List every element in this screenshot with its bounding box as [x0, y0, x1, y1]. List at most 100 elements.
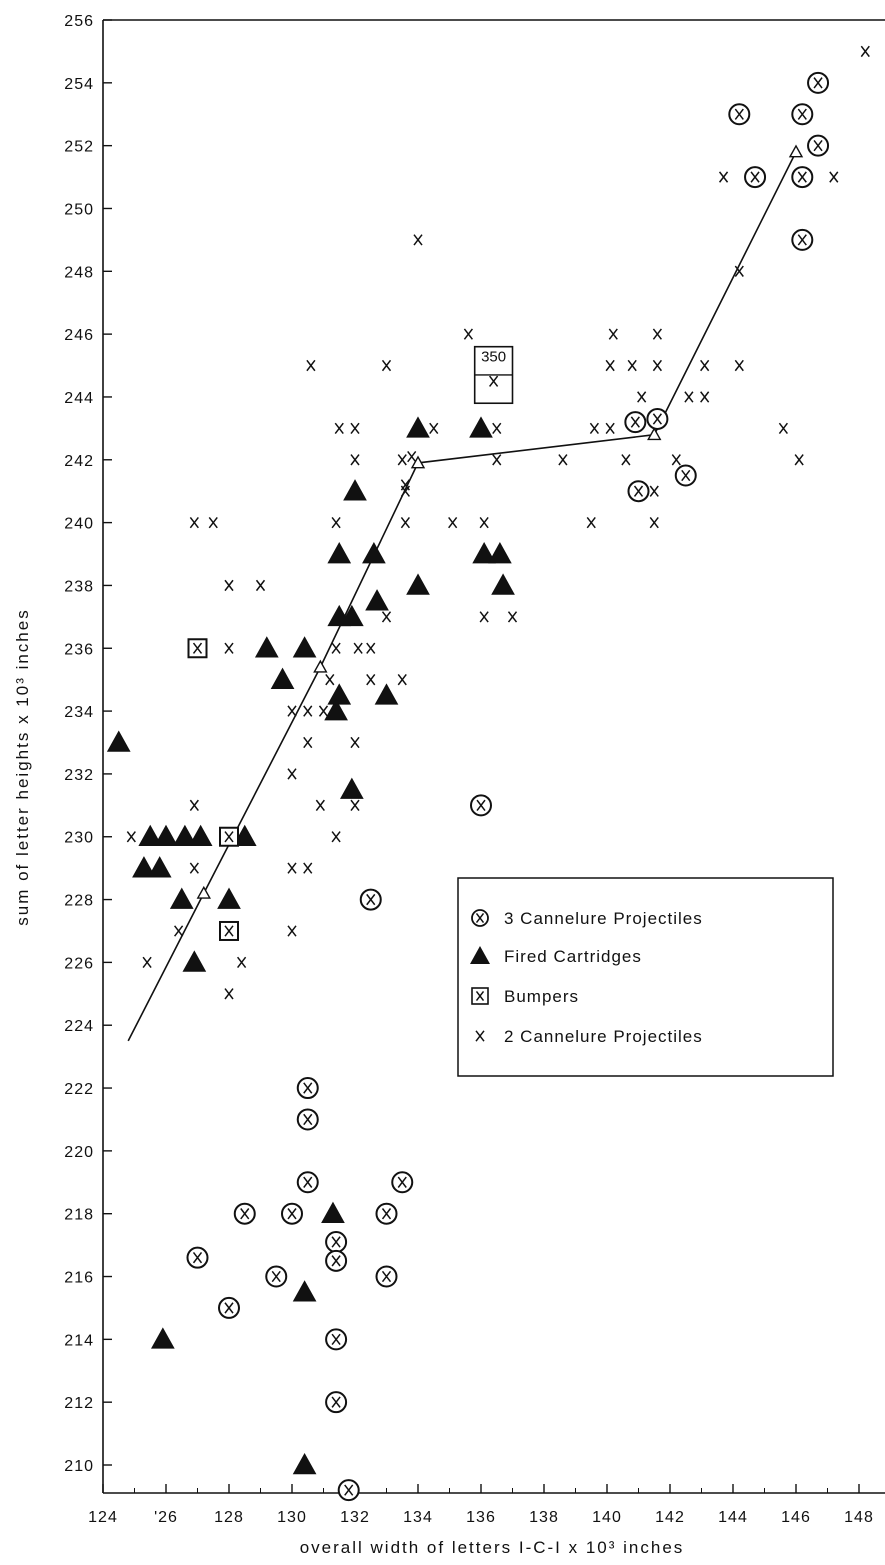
- marker-x: [331, 1396, 341, 1408]
- x-tick-label: 124: [88, 1509, 118, 1526]
- point-fired-cartridge: [343, 479, 367, 501]
- x-stroke: [621, 454, 631, 466]
- x-stroke: [492, 454, 502, 466]
- x-tick-label: 138: [529, 1509, 559, 1526]
- point-2-cannelure: [649, 485, 659, 497]
- point-3-cannelure: [728, 103, 751, 126]
- x-stroke: [255, 579, 266, 592]
- x-stroke: [331, 642, 341, 654]
- x-stroke: [318, 705, 329, 717]
- x-stroke: [829, 171, 839, 183]
- marker-x: [633, 485, 644, 497]
- x-stroke: [778, 422, 788, 435]
- point-2-cannelure: [287, 768, 297, 780]
- x-stroke: [334, 422, 344, 435]
- marker-x: [797, 171, 807, 183]
- marker-x: [192, 1252, 203, 1264]
- point-fired-cartridge: [327, 683, 352, 705]
- point-2-cannelure: [649, 516, 659, 529]
- x-stroke: [189, 862, 199, 874]
- marker-x: [734, 108, 744, 120]
- y-tick-label: 214: [64, 1332, 94, 1349]
- point-3-cannelure: [233, 1202, 256, 1225]
- x-stroke: [627, 359, 637, 372]
- point-2-cannelure: [381, 611, 392, 623]
- point-3-cannelure: [186, 1246, 209, 1269]
- point-fired-cartridge: [472, 541, 496, 564]
- x-stroke: [142, 956, 152, 969]
- x-stroke: [192, 1252, 203, 1264]
- point-3-cannelure: [296, 1077, 319, 1100]
- fit-vertex-marker: [196, 885, 211, 899]
- x-stroke: [397, 674, 407, 686]
- x-stroke: [303, 1082, 313, 1094]
- point-fired-cartridge: [232, 824, 257, 847]
- legend-frame: [457, 877, 834, 1077]
- point-3-cannelure: [646, 407, 669, 430]
- x-stroke: [287, 1208, 297, 1220]
- x-stroke: [397, 454, 407, 466]
- point-2-cannelure: [255, 579, 266, 592]
- y-tick-label: 222: [64, 1081, 94, 1098]
- x-stroke: [718, 171, 729, 183]
- x-stroke: [224, 579, 234, 592]
- point-3-cannelure: [325, 1230, 348, 1253]
- point-2-cannelure: [303, 705, 313, 717]
- point-2-cannelure: [189, 799, 199, 811]
- marker-x: [271, 1270, 281, 1283]
- point-2-cannelure: [208, 516, 218, 529]
- point-2-cannelure: [652, 359, 662, 372]
- marker-x: [224, 925, 234, 937]
- x-tick-label: 134: [403, 1509, 433, 1526]
- x-stroke: [476, 799, 486, 811]
- point-3-cannelure: [337, 1479, 360, 1502]
- x-stroke: [237, 956, 247, 969]
- x-stroke: [479, 516, 489, 529]
- point-3-cannelure: [807, 71, 830, 94]
- x-stroke: [413, 234, 423, 246]
- point-2-cannelure: [734, 265, 744, 277]
- legend-label: 2 Cannelure Projectiles: [504, 1027, 703, 1046]
- x-stroke: [649, 485, 659, 497]
- data-points: [106, 45, 870, 1502]
- x-stroke: [287, 925, 297, 937]
- fit-vertex-marker: [788, 144, 804, 158]
- x-stroke: [463, 328, 473, 340]
- point-3-cannelure: [674, 464, 697, 487]
- point-2-cannelure: [718, 171, 729, 183]
- x-stroke: [492, 422, 502, 435]
- point-fired-cartridge: [151, 1327, 175, 1349]
- x-stroke: [331, 1255, 341, 1267]
- point-2-cannelure: [142, 956, 152, 969]
- x-tick-label: 148: [844, 1509, 874, 1526]
- point-fired-cartridge: [292, 1452, 317, 1475]
- x-stroke: [652, 359, 662, 372]
- point-2-cannelure: [507, 611, 518, 623]
- point-fired-cartridge: [154, 824, 178, 847]
- point-2-cannelure: [397, 674, 407, 686]
- point-3-cannelure: [744, 166, 767, 189]
- point-2-cannelure: [558, 454, 568, 466]
- x-tick-label: 130: [277, 1509, 307, 1526]
- y-tick-label: 210: [64, 1458, 94, 1475]
- point-bumper: [219, 920, 239, 941]
- x-tick-label: 146: [781, 1509, 811, 1526]
- x-stroke: [475, 1030, 485, 1042]
- y-tick-label: 254: [64, 76, 94, 93]
- point-3-cannelure: [470, 794, 492, 817]
- y-tick-label: 234: [64, 704, 94, 721]
- x-stroke: [652, 328, 662, 340]
- point-fired-cartridge: [254, 636, 279, 658]
- point-2-cannelure: [637, 391, 647, 403]
- point-3-cannelure: [218, 1296, 240, 1319]
- marker-x: [224, 1302, 234, 1314]
- x-stroke: [192, 642, 203, 654]
- x-stroke: [813, 77, 823, 89]
- y-tick-label: 248: [64, 264, 94, 281]
- point-2-cannelure: [287, 705, 297, 717]
- point-2-cannelure: [381, 359, 392, 372]
- marker-x: [331, 1333, 341, 1346]
- x-stroke: [586, 516, 596, 529]
- marker-x: [475, 990, 485, 1002]
- x-stroke: [353, 642, 363, 654]
